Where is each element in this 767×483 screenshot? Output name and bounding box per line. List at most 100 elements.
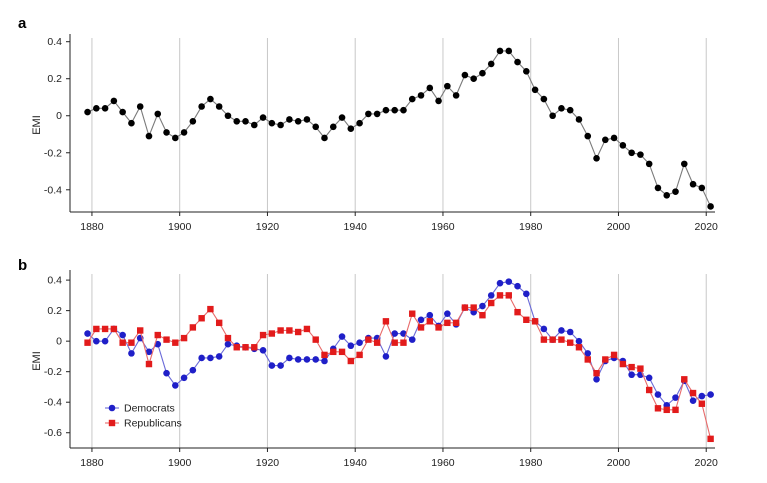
data-point [356, 119, 363, 127]
data-point [163, 369, 170, 377]
data-point [294, 356, 302, 363]
data-point [119, 108, 126, 116]
panel-letter: a [18, 15, 27, 32]
data-point [347, 125, 355, 133]
data-point [514, 282, 521, 290]
data-point [523, 316, 530, 323]
x-tick-label: 1900 [168, 221, 192, 233]
data-point [496, 47, 504, 55]
data-point [145, 132, 153, 140]
data-point [549, 112, 556, 120]
data-point [382, 318, 390, 325]
data-point [584, 350, 592, 357]
data-point [610, 134, 618, 142]
data-point [172, 134, 179, 142]
data-point [593, 155, 600, 162]
data-point [558, 327, 565, 334]
x-tick-label: 2020 [695, 457, 719, 469]
data-point [101, 325, 109, 333]
data-point [575, 337, 583, 345]
data-point [531, 318, 539, 325]
data-point [347, 357, 355, 365]
data-point [514, 308, 521, 316]
data-point [689, 180, 697, 188]
data-point [452, 319, 460, 327]
legend-marker [108, 404, 116, 412]
data-point [698, 184, 706, 192]
data-point [163, 336, 170, 343]
data-point [575, 116, 583, 123]
data-point [189, 324, 197, 331]
data-point [172, 382, 179, 389]
data-point [338, 333, 346, 340]
data-point [689, 389, 697, 397]
data-point [637, 365, 644, 372]
data-point [645, 374, 653, 382]
data-point [312, 356, 320, 363]
y-tick-label: -0.6 [44, 427, 62, 439]
data-point [496, 279, 504, 287]
data-point [224, 112, 232, 120]
x-tick-label: 2020 [695, 221, 719, 233]
data-point [198, 354, 205, 362]
data-point [145, 360, 153, 368]
series-democrats [84, 278, 714, 409]
data-point [84, 108, 91, 116]
data-point [215, 319, 223, 327]
x-tick-label: 1940 [344, 457, 368, 469]
data-point [470, 304, 477, 311]
data-point [698, 400, 706, 407]
legend-label: Democrats [124, 403, 175, 415]
data-point [136, 103, 144, 110]
data-point [294, 117, 302, 125]
data-point [540, 336, 548, 343]
data-point [189, 366, 197, 374]
data-point [286, 116, 293, 123]
y-tick-label: -0.2 [44, 147, 62, 159]
x-tick-label: 1900 [168, 457, 192, 469]
data-point [689, 397, 697, 404]
x-tick-label: 1920 [256, 221, 280, 233]
data-point [321, 351, 328, 359]
data-point [444, 82, 451, 90]
data-point [487, 292, 495, 299]
data-point [461, 304, 469, 311]
data-point [233, 344, 240, 351]
y-tick-label: -0.4 [44, 397, 62, 409]
data-point [303, 325, 311, 333]
series-republicans [84, 292, 714, 443]
data-point [180, 129, 188, 136]
data-point [681, 376, 688, 383]
data-point [575, 344, 583, 351]
x-tick-label: 1980 [519, 221, 543, 233]
data-point [645, 386, 653, 394]
data-point [259, 114, 267, 121]
data-point [382, 106, 390, 114]
data-point [207, 305, 214, 313]
data-point [347, 342, 355, 350]
data-point [444, 319, 451, 327]
data-point [409, 310, 416, 317]
data-point [558, 105, 565, 112]
data-point [373, 110, 381, 118]
data-point [93, 325, 100, 333]
data-point [277, 121, 284, 129]
panel-b: b 0.4 0.2 0 -0.2 -0.4 -0.6 1880 1900 1920 1940 1960… [18, 257, 718, 469]
data-point [391, 330, 398, 337]
data-point [154, 331, 161, 339]
data-point [461, 71, 469, 79]
data-point [321, 134, 328, 142]
data-point [610, 351, 618, 359]
data-point [391, 106, 398, 114]
data-point [584, 356, 591, 363]
data-point [286, 354, 293, 362]
series-line [87, 50, 712, 207]
data-point [338, 114, 346, 121]
data-point [268, 362, 276, 369]
data-point [417, 316, 425, 324]
data-point [330, 348, 337, 356]
data-point [321, 357, 328, 365]
data-point [224, 340, 232, 348]
data-point [172, 339, 179, 346]
data-point [707, 435, 714, 443]
